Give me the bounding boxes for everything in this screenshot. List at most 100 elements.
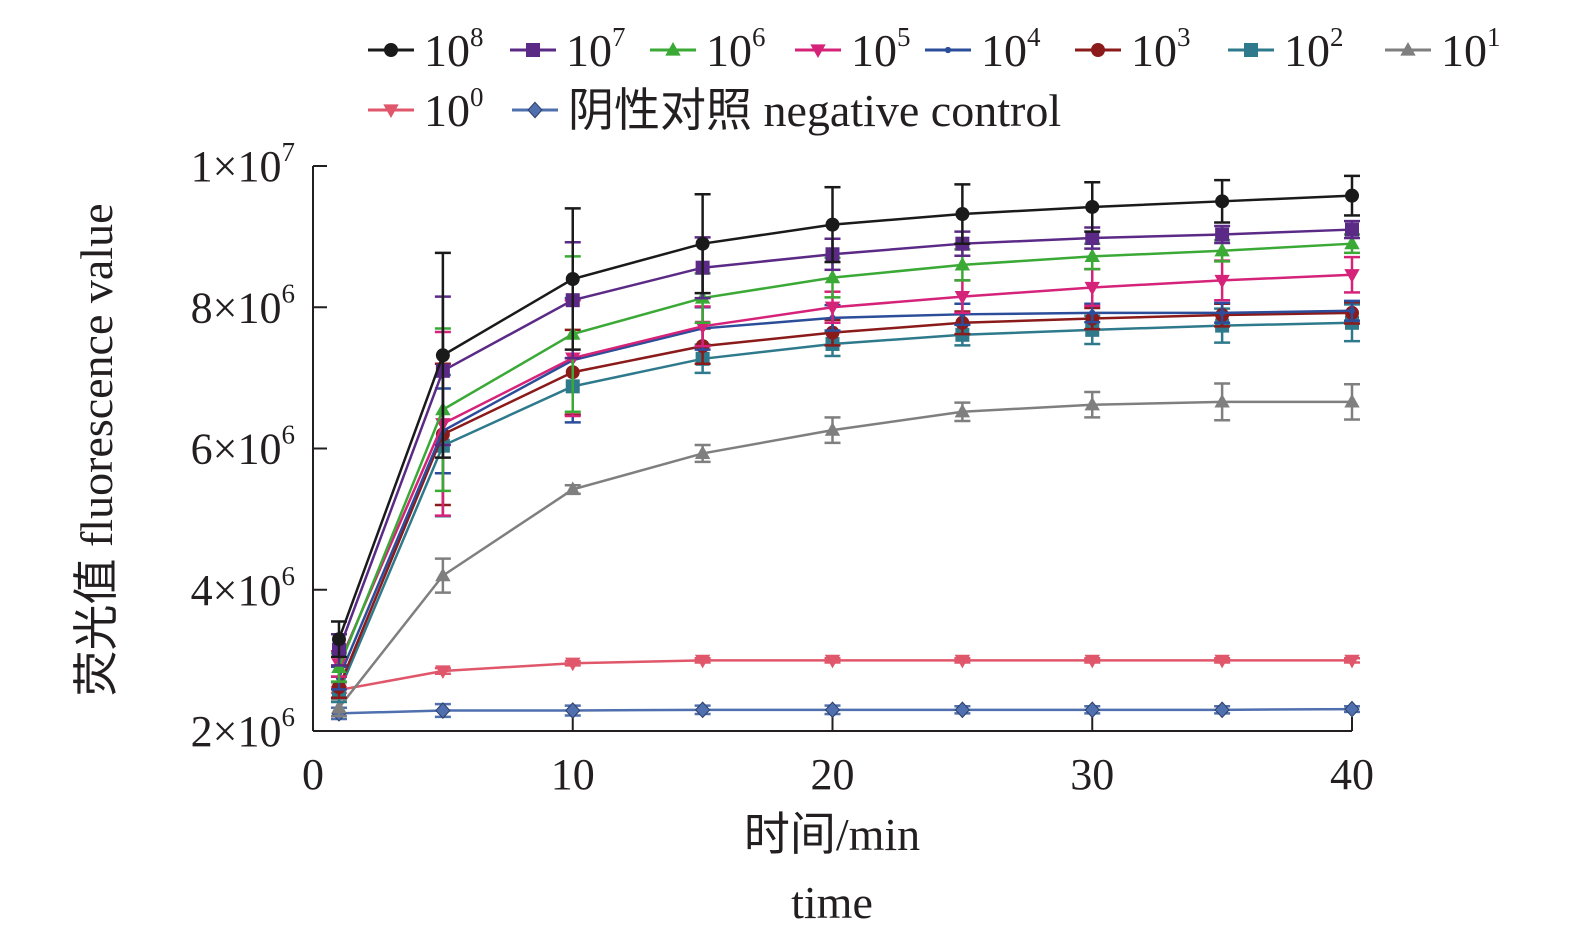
legend-item: 101	[1385, 22, 1501, 76]
legend-label: 107	[566, 22, 626, 76]
series-negative-control	[330, 700, 1360, 722]
legend-label: 阴性对照 negative control	[568, 85, 1061, 136]
series-line	[337, 194, 1353, 640]
series-exp-0	[330, 654, 1360, 699]
legend-item: 阴性对照 negative control	[512, 85, 1061, 136]
legend-marker	[383, 104, 399, 119]
legend-marker	[1091, 43, 1105, 57]
data-point	[1084, 654, 1100, 669]
data-point	[1218, 309, 1226, 317]
data-point	[435, 348, 450, 363]
series-layer	[330, 174, 1360, 722]
legend-exponent: 1	[1487, 22, 1501, 52]
y-tick-mantissa: 6×10	[191, 425, 282, 474]
legend-item: 107	[510, 22, 626, 76]
y-tick-exponent: 7	[282, 137, 296, 167]
legend-base: 10	[1441, 25, 1487, 76]
legend-marker	[810, 44, 826, 59]
legend-exponent: 4	[1027, 22, 1041, 52]
data-point	[435, 567, 451, 582]
data-point	[565, 481, 581, 496]
legend-exponent: 3	[1177, 22, 1191, 52]
legend-marker	[527, 101, 543, 119]
data-point	[1344, 269, 1360, 283]
data-point	[954, 403, 971, 418]
legend-marker	[1400, 41, 1416, 56]
data-point	[1084, 396, 1100, 411]
series-exp-4	[330, 296, 1360, 691]
data-point	[1214, 274, 1230, 289]
data-point	[824, 654, 841, 669]
x-tick-label: 10	[551, 750, 595, 799]
legend-item: 104	[925, 22, 1041, 76]
series-line	[337, 311, 1353, 688]
legend-marker	[665, 41, 681, 56]
data-point	[824, 301, 841, 316]
data-point	[954, 701, 971, 719]
data-point	[1084, 248, 1100, 262]
legend-marker	[1244, 43, 1258, 57]
x-tick-label: 20	[811, 750, 855, 799]
data-point	[331, 632, 346, 647]
data-point	[435, 702, 451, 719]
legend-base: 10	[851, 25, 897, 76]
data-point	[1344, 393, 1360, 408]
data-point	[825, 325, 840, 340]
legend-item: 103	[1075, 22, 1191, 76]
data-point	[1215, 194, 1230, 209]
data-point	[1214, 393, 1230, 408]
data-point	[435, 665, 451, 680]
legend-exponent: 5	[897, 22, 911, 52]
data-point	[565, 657, 581, 672]
legend-label: 101	[1441, 22, 1501, 76]
y-tick-exponent: 6	[282, 702, 296, 732]
legend-label: 102	[1284, 22, 1344, 76]
data-point	[1344, 700, 1360, 718]
legend-item: 105	[795, 22, 911, 76]
series-line	[338, 659, 1352, 692]
x-tick-label: 0	[302, 750, 324, 799]
data-point	[565, 702, 581, 719]
legend-base: 10	[1284, 25, 1330, 76]
data-point	[1084, 281, 1100, 296]
legend-label: 106	[706, 22, 766, 76]
data-point	[825, 217, 840, 232]
data-point	[824, 701, 841, 719]
data-point	[331, 699, 347, 714]
data-point	[1085, 231, 1100, 246]
legend-exponent: 6	[752, 22, 766, 52]
legend-base: 10	[424, 25, 470, 76]
series-exp-8	[330, 174, 1360, 659]
y-tick-exponent: 6	[282, 278, 296, 308]
data-point	[954, 654, 971, 669]
y-tick-mantissa: 8×10	[191, 283, 282, 332]
series-line	[337, 309, 1353, 679]
legend-exponent: 7	[612, 22, 626, 52]
data-point	[1348, 307, 1356, 314]
legend-base: 10	[424, 85, 470, 136]
y-tick-exponent: 6	[282, 561, 296, 591]
series-line	[338, 707, 1353, 715]
legend-label: 108	[424, 22, 484, 76]
x-axis-ticks: 0 10 20 30 40	[302, 717, 1374, 799]
y-tick-label: 1×107	[191, 137, 295, 191]
data-point	[954, 291, 971, 305]
series-line	[337, 400, 1352, 709]
y-tick-exponent: 6	[282, 420, 296, 450]
legend-marker	[526, 43, 540, 57]
y-tick-label: 8×106	[191, 278, 295, 332]
data-point	[694, 654, 711, 669]
data-point	[824, 422, 841, 436]
data-point	[694, 701, 711, 719]
legend-base: 10	[1131, 25, 1177, 76]
x-axis-title-english: time	[791, 877, 873, 928]
data-point	[1089, 309, 1096, 317]
data-point	[954, 256, 971, 271]
legend-exponent: 8	[470, 22, 484, 52]
y-tick-label: 2×106	[191, 702, 295, 756]
y-tick-label: 4×106	[191, 561, 295, 615]
